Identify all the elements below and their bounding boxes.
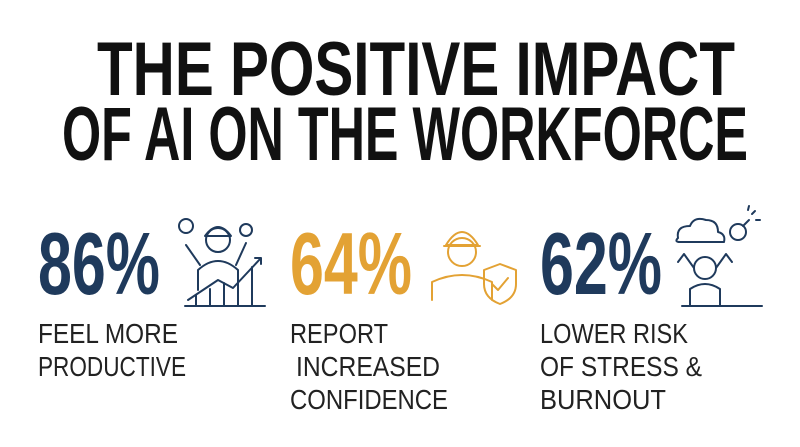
productivity-icon xyxy=(178,218,266,307)
stat-value: 64% xyxy=(290,214,412,313)
stat-value: 86% xyxy=(38,214,160,313)
stat-label: REPORT xyxy=(290,318,388,349)
stat-label: CONFIDENCE xyxy=(290,384,448,415)
stat-label: BURNOUT xyxy=(540,384,666,415)
stat-label: INCREASED xyxy=(296,351,440,382)
title-line: THE POSITIVE IMPACT xyxy=(97,27,735,112)
title-line: OF AI ON THE WORKFORCE xyxy=(62,92,748,177)
stat-label: FEEL MORE xyxy=(38,318,178,349)
stat-label: LOWER RISK xyxy=(540,318,688,349)
stat-label: OF STRESS & xyxy=(540,351,702,382)
stress-icon xyxy=(675,205,763,307)
stat-value: 62% xyxy=(540,214,662,313)
stat-label: PRODUCTIVE xyxy=(38,351,186,382)
confidence-icon xyxy=(431,231,517,305)
